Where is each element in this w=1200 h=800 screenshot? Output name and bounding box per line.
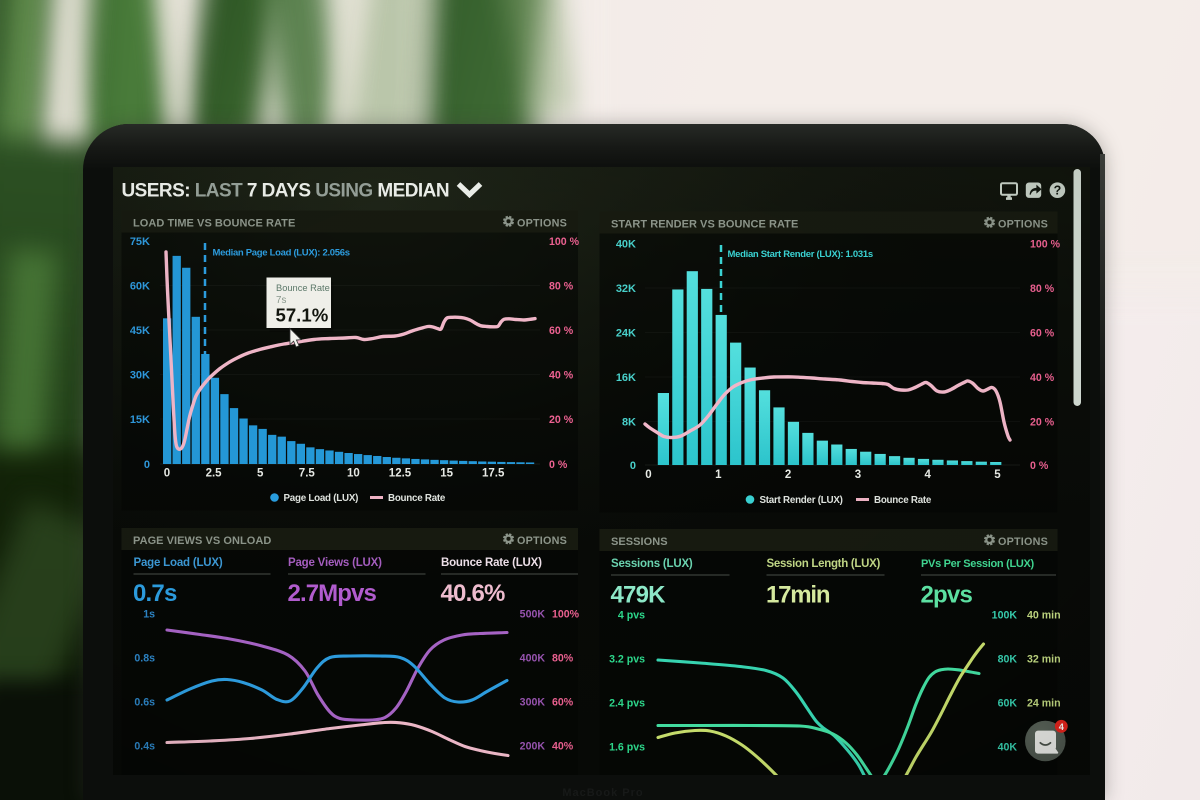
svg-text:MacBook Pro: MacBook Pro [562, 787, 643, 799]
